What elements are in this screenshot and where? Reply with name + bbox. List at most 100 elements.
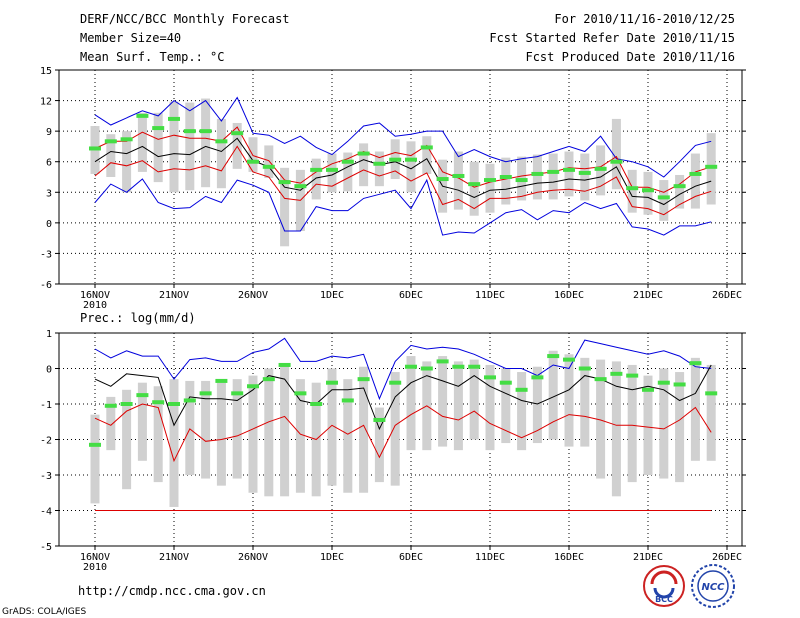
- ensemble-box: [153, 386, 163, 483]
- median-marker: [373, 417, 386, 422]
- median-marker: [594, 166, 607, 171]
- ensemble-box: [706, 364, 716, 461]
- x-tick-label: 26NOV: [238, 552, 268, 563]
- source-url[interactable]: http://cmdp.ncc.cma.gov.cn: [78, 584, 266, 598]
- ensemble-box: [359, 143, 369, 187]
- ensemble-box: [596, 359, 606, 479]
- ensemble-box: [327, 153, 337, 193]
- variable-label: Mean Surf. Temp.: °C: [80, 50, 225, 64]
- ensemble-box: [532, 154, 542, 200]
- median-marker: [515, 387, 528, 392]
- x-tick-label: 6DEC: [399, 290, 423, 301]
- y-tick-label: 6: [46, 158, 52, 169]
- x-tick-label: 11DEC: [475, 290, 505, 301]
- ensemble-box: [690, 153, 700, 209]
- ensemble-box: [453, 151, 463, 210]
- median-marker: [705, 391, 718, 396]
- median-marker: [610, 371, 623, 376]
- median-marker: [247, 159, 259, 164]
- ensemble-box: [169, 101, 179, 193]
- member-size-label: Member Size=40: [80, 31, 181, 45]
- series-line-max: [94, 96, 712, 178]
- ensemble-box: [106, 134, 116, 177]
- median-marker: [373, 161, 386, 166]
- ensemble-box: [201, 380, 211, 479]
- median-marker: [310, 402, 323, 406]
- ensemble-box: [122, 131, 132, 193]
- median-marker: [531, 375, 544, 380]
- ensemble-box: [343, 152, 353, 192]
- ensemble-box: [137, 112, 147, 172]
- ensemble-box: [185, 380, 195, 475]
- median-marker: [389, 157, 402, 162]
- median-marker: [89, 146, 101, 151]
- ensemble-box: [485, 364, 495, 451]
- median-marker: [420, 145, 433, 150]
- median-marker: [657, 195, 670, 200]
- ensemble-box: [122, 389, 132, 490]
- median-marker: [547, 169, 560, 174]
- median-marker: [531, 171, 544, 176]
- ensemble-box: [280, 167, 290, 247]
- y-tick-label: 0: [46, 219, 52, 230]
- median-marker: [341, 159, 354, 164]
- series-line-mean: [94, 137, 712, 206]
- median-marker: [247, 384, 259, 389]
- ensemble-box: [153, 112, 163, 183]
- y-tick-label: -3: [40, 471, 52, 482]
- ensemble-box: [438, 356, 448, 447]
- ensemble-box: [406, 141, 416, 193]
- median-marker: [278, 180, 291, 185]
- x-tick-label: 21NOV: [159, 552, 189, 563]
- median-marker: [499, 380, 512, 385]
- ensemble-box: [422, 136, 432, 174]
- plot-frame: [58, 69, 743, 285]
- x-tick-label: 16NOV: [80, 290, 110, 301]
- median-marker: [484, 375, 496, 380]
- x-tick-label: 26DEC: [712, 290, 742, 301]
- median-marker: [215, 139, 228, 144]
- median-marker: [278, 362, 291, 367]
- median-marker: [563, 167, 575, 172]
- ensemble-box: [343, 379, 353, 493]
- x-tick-label: 16DEC: [554, 290, 584, 301]
- ensemble-box: [216, 382, 226, 486]
- median-marker: [594, 377, 607, 382]
- median-marker: [468, 182, 481, 187]
- ensemble-box: [469, 359, 479, 440]
- ensemble-box: [690, 357, 700, 461]
- median-marker: [294, 391, 307, 396]
- y-tick-label: -3: [40, 249, 52, 260]
- median-marker: [231, 131, 244, 136]
- ensemble-box: [675, 174, 685, 209]
- x-tick-label: 1DEC: [320, 552, 344, 563]
- ensemble-box: [90, 414, 100, 504]
- ensemble-box: [659, 368, 669, 479]
- x-tick-label: 16NOV: [80, 552, 110, 563]
- median-marker: [389, 380, 402, 385]
- series-line-lower_sd: [94, 145, 712, 216]
- median-marker: [120, 137, 133, 142]
- y-tick-label: 3: [46, 188, 52, 199]
- ensemble-box: [453, 361, 463, 451]
- ensemble-box: [659, 180, 669, 221]
- forecast-start-date: Fcst Started Refer Date 2010/11/15: [489, 31, 735, 45]
- median-marker: [215, 378, 228, 383]
- precipitation-panel: -5 -4 -3 -2 -1 0 1 16NOV 21NOV 26NOV 1DEC 6DEC 11DEC…: [40, 329, 746, 573]
- median-marker: [673, 382, 686, 387]
- median-marker: [436, 359, 449, 364]
- ensemble-box: [485, 163, 495, 213]
- median-marker: [642, 387, 654, 392]
- ensemble-box: [327, 368, 337, 486]
- median-marker: [484, 178, 496, 183]
- ensemble-box: [580, 357, 590, 447]
- median-marker: [578, 366, 591, 371]
- median-marker: [199, 129, 212, 134]
- ensemble-box: [501, 368, 511, 444]
- median-marker: [152, 400, 165, 405]
- ensemble-box: [564, 151, 574, 197]
- ensemble-box: [643, 171, 653, 215]
- median-marker: [136, 113, 149, 118]
- ensemble-box: [706, 133, 716, 205]
- median-marker: [104, 139, 117, 144]
